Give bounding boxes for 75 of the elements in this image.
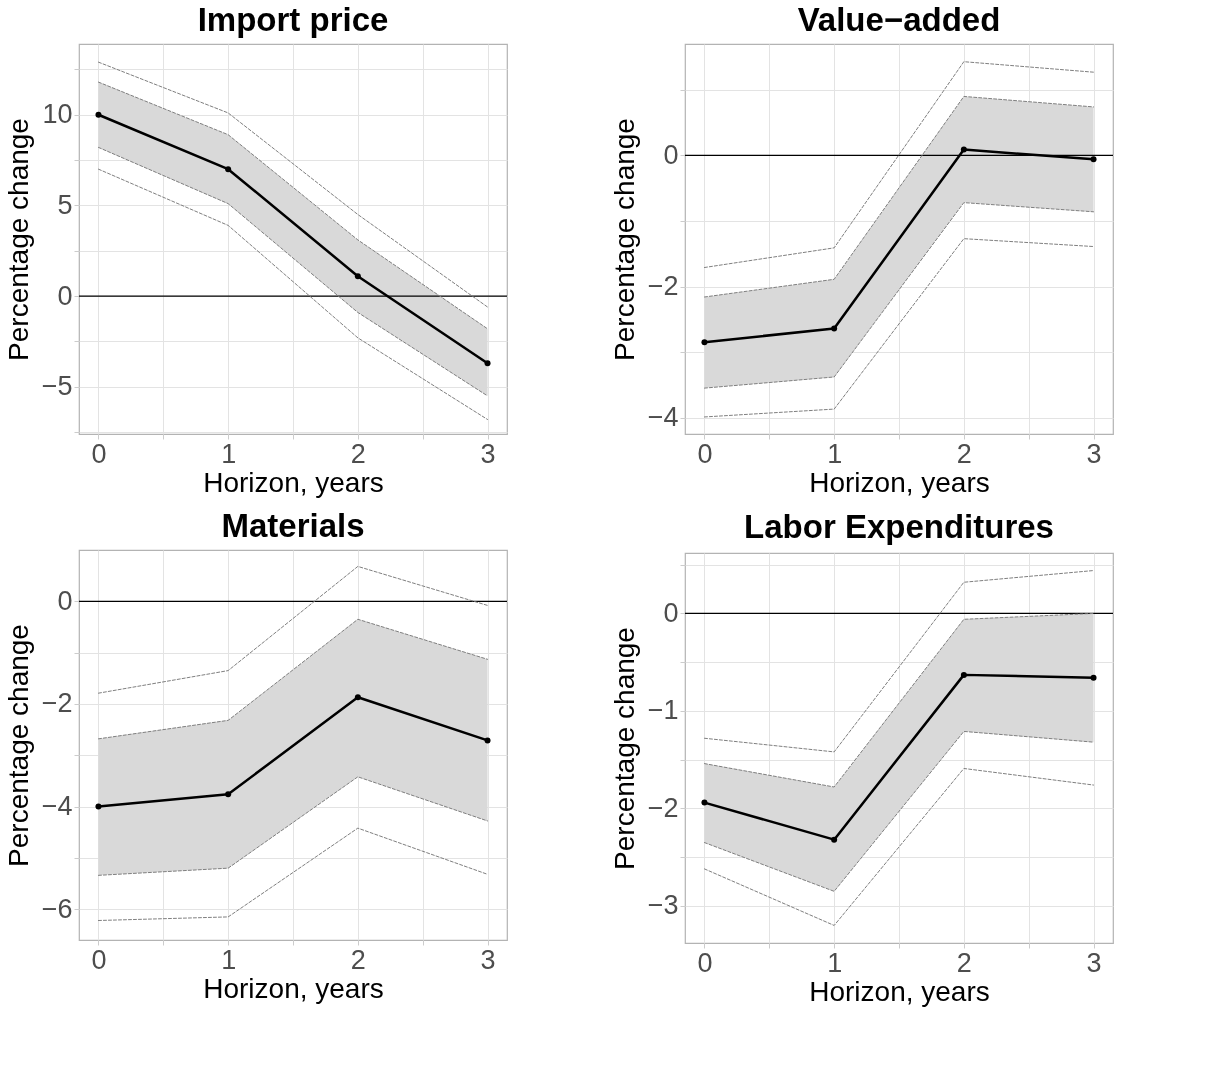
x-tick-label: 3 bbox=[480, 438, 496, 469]
line-series bbox=[97, 827, 489, 921]
line-series bbox=[97, 81, 489, 330]
line-series bbox=[97, 776, 489, 876]
point bbox=[960, 671, 967, 678]
point bbox=[701, 799, 708, 806]
line-series bbox=[97, 61, 489, 308]
point bbox=[354, 694, 361, 701]
x-tick-label: 2 bbox=[350, 438, 366, 469]
x-tick-label: 0 bbox=[697, 947, 713, 978]
y-tick-label: 0 bbox=[663, 597, 679, 628]
point bbox=[95, 111, 102, 118]
y-axis-title: Percentage change bbox=[2, 118, 34, 361]
line-series bbox=[97, 618, 489, 740]
y-axis-title: Percentage change bbox=[608, 627, 640, 870]
x-tick-label: 0 bbox=[697, 438, 713, 469]
x-tick-label: 1 bbox=[827, 438, 843, 469]
line-series bbox=[703, 767, 1095, 926]
x-axis-title: Horizon, years bbox=[809, 466, 990, 498]
y-tick-label: 0 bbox=[57, 585, 73, 616]
point bbox=[484, 360, 491, 367]
chart-title: Materials bbox=[221, 507, 365, 544]
x-tick-label: 0 bbox=[91, 944, 107, 975]
point bbox=[701, 339, 708, 346]
y-tick-label: −4 bbox=[647, 402, 679, 433]
line-series bbox=[703, 238, 1095, 418]
point bbox=[831, 836, 838, 843]
x-tick-label: 2 bbox=[956, 947, 972, 978]
line-series bbox=[703, 730, 1095, 892]
y-axis-title: Percentage change bbox=[2, 624, 34, 867]
point bbox=[1090, 674, 1097, 681]
chart-title: Import price bbox=[197, 1, 389, 38]
x-tick-label: 2 bbox=[350, 944, 366, 975]
point bbox=[484, 737, 491, 744]
y-tick-label: −4 bbox=[41, 791, 73, 822]
point bbox=[95, 803, 102, 810]
x-tick-label: 3 bbox=[1086, 438, 1102, 469]
y-tick-label: −2 bbox=[647, 792, 679, 823]
y-tick-label: −6 bbox=[41, 893, 73, 924]
x-axis-title: Horizon, years bbox=[203, 466, 384, 498]
chart-title: Labor Expenditures bbox=[744, 507, 1054, 545]
point bbox=[831, 325, 838, 332]
line-series bbox=[703, 570, 1095, 753]
x-tick-label: 0 bbox=[91, 438, 107, 469]
y-tick-label: 10 bbox=[42, 99, 73, 130]
point bbox=[225, 791, 232, 798]
x-axis-title: Horizon, years bbox=[809, 975, 990, 1007]
y-tick-label: 0 bbox=[663, 139, 679, 170]
line-series bbox=[703, 202, 1095, 389]
x-tick-label: 1 bbox=[827, 947, 843, 978]
x-tick-label: 3 bbox=[480, 944, 496, 975]
x-tick-label: 1 bbox=[221, 944, 237, 975]
chart-title: Value−added bbox=[797, 1, 1001, 38]
point bbox=[354, 273, 361, 280]
point bbox=[225, 166, 232, 173]
y-tick-label: −2 bbox=[41, 688, 73, 719]
x-tick-label: 3 bbox=[1086, 947, 1102, 978]
x-axis-title: Horizon, years bbox=[203, 972, 384, 1004]
line-series bbox=[97, 168, 489, 420]
line-series bbox=[97, 565, 489, 694]
y-tick-label: 0 bbox=[57, 280, 73, 311]
point bbox=[960, 146, 967, 153]
y-tick-label: −5 bbox=[41, 371, 73, 402]
y-tick-label: −2 bbox=[647, 271, 679, 302]
x-tick-label: 2 bbox=[956, 438, 972, 469]
line-series bbox=[703, 95, 1095, 298]
x-tick-label: 1 bbox=[221, 438, 237, 469]
y-tick-label: −1 bbox=[647, 695, 679, 726]
y-axis-title: Percentage change bbox=[608, 118, 640, 361]
line-series bbox=[703, 61, 1095, 269]
y-tick-label: −3 bbox=[647, 890, 679, 921]
line-series bbox=[97, 146, 489, 397]
line-series bbox=[703, 612, 1095, 788]
point bbox=[1090, 156, 1097, 163]
y-tick-label: 5 bbox=[57, 189, 73, 220]
